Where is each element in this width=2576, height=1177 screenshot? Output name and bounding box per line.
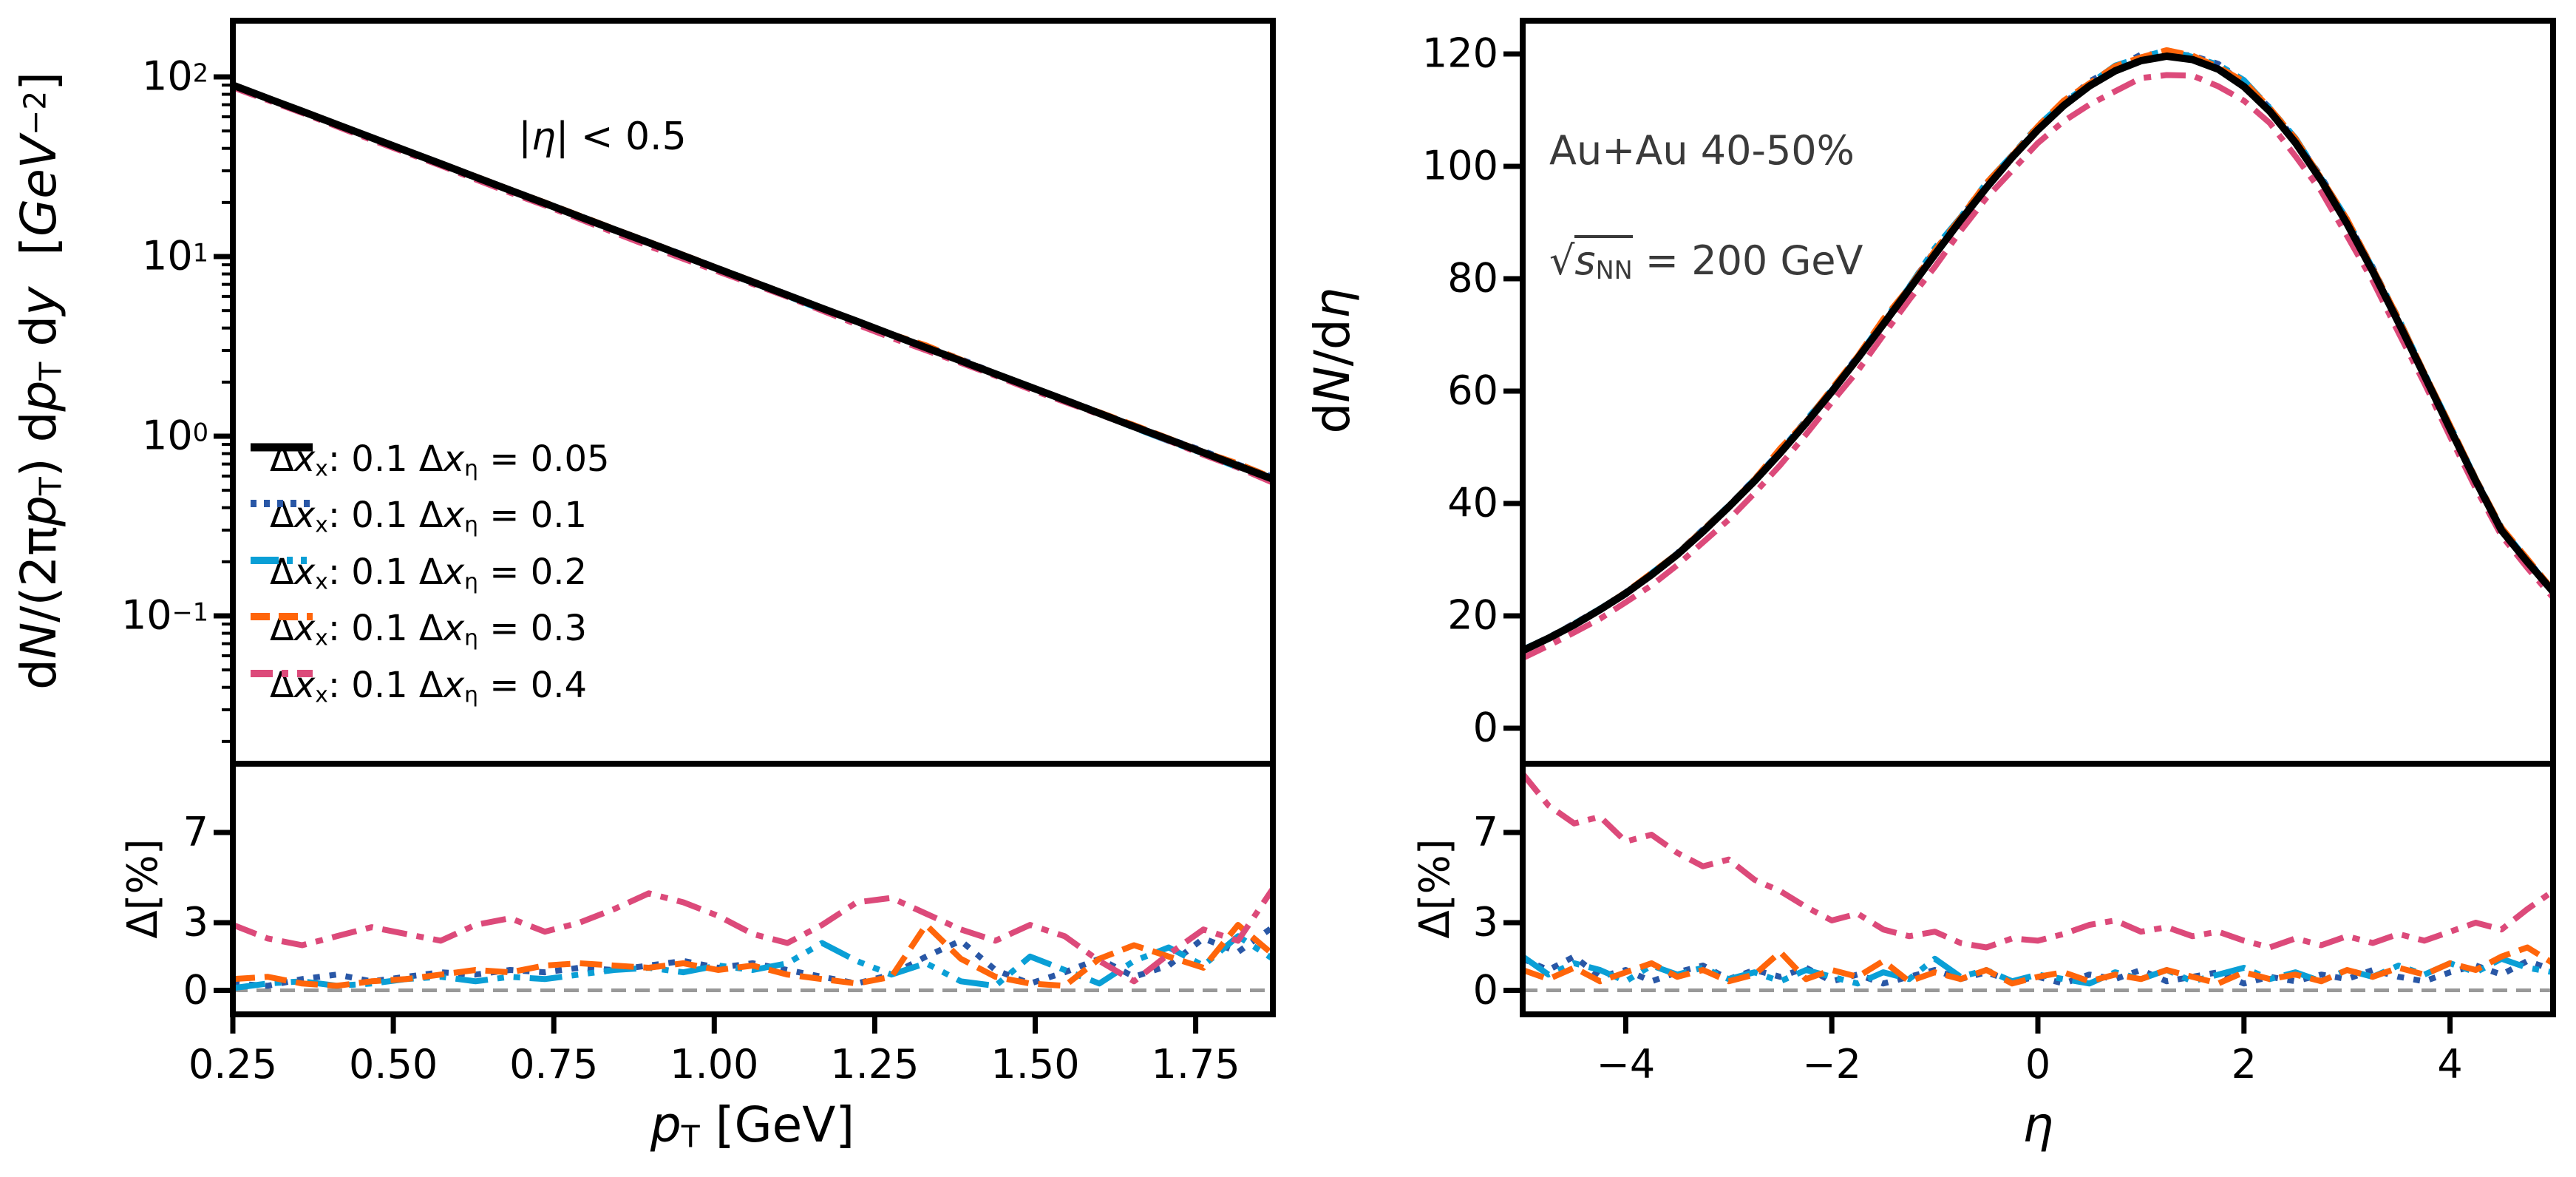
- legend-line-sample: [251, 613, 313, 620]
- legend-entry: Δxx: 0.1 Δxη = 0.2: [249, 551, 588, 595]
- series-line-eta-4: [1523, 72, 2553, 661]
- y-tick-label: 120: [1421, 30, 1498, 77]
- energy-annotation: √sNN = 200 GeV: [1549, 235, 1863, 283]
- x-tick-label: −4: [1596, 1041, 1656, 1088]
- y-tick-label: 10−1: [120, 591, 208, 639]
- y-tick-label: 40: [1447, 479, 1498, 526]
- y-tick-label: 80: [1447, 254, 1498, 302]
- x-tick-label: 1.50: [990, 1041, 1080, 1088]
- legend-line-sample: [251, 443, 313, 452]
- y-tick-label: 60: [1447, 367, 1498, 414]
- left-ratio-panel-border: [230, 761, 1276, 1017]
- x-tick-label: 0.50: [348, 1041, 438, 1088]
- ratio-y-tick-label: 0: [183, 966, 208, 1014]
- legend-entry-label: Δxx: 0.1 Δxη = 0.3: [270, 607, 588, 651]
- ratio-y-tick-label: 7: [1472, 808, 1498, 855]
- collision-system-annotation: Au+Au 40-50%: [1549, 127, 1855, 174]
- ratio-line-pt-4: [233, 887, 1273, 985]
- y-tick-label: 100: [141, 412, 208, 459]
- y-tick-label: 101: [141, 232, 208, 279]
- legend-entry-label: Δxx: 0.1 Δxη = 0.05: [270, 438, 610, 482]
- x-tick-label: 1.25: [830, 1041, 920, 1088]
- y-tick-label: 100: [1421, 142, 1498, 189]
- ratio-line-eta-3: [1523, 944, 2553, 987]
- x-tick-label: 1.75: [1151, 1041, 1240, 1088]
- left-eta-cut-annotation: |η| < 0.5: [518, 115, 687, 159]
- left-xlabel: pT [GeV]: [650, 1096, 855, 1155]
- legend-entry-label: Δxx: 0.1 Δxη = 0.1: [270, 494, 588, 538]
- legend-entry-label: Δxx: 0.1 Δxη = 0.4: [270, 664, 588, 708]
- ratio-line-eta-4: [1523, 772, 2553, 951]
- x-tick-label: 0.25: [188, 1041, 278, 1088]
- ratio-y-tick-label: 0: [1472, 966, 1498, 1014]
- x-tick-label: 2: [2231, 1041, 2257, 1088]
- ratio-y-tick-label: 3: [1472, 898, 1498, 946]
- ratio-y-tick-label: 7: [183, 808, 208, 855]
- x-tick-label: 1.00: [670, 1041, 759, 1088]
- x-tick-label: 4: [2437, 1041, 2463, 1088]
- series-line-eta-0: [1523, 52, 2553, 655]
- x-tick-label: 0: [2025, 1041, 2051, 1088]
- legend-entry-label: Δxx: 0.1 Δxη = 0.2: [270, 551, 588, 595]
- legend-line-sample: [251, 500, 313, 507]
- y-tick-label: 20: [1447, 591, 1498, 639]
- x-tick-label: 0.75: [509, 1041, 599, 1088]
- legend-entry: Δxx: 0.1 Δxη = 0.1: [249, 494, 588, 538]
- right-xlabel: η: [2022, 1096, 2053, 1153]
- series-line-pt-0: [233, 81, 1273, 483]
- ratio-line-pt-1: [233, 924, 1273, 989]
- legend-entry: Δxx: 0.1 Δxη = 0.05: [249, 438, 610, 482]
- x-tick-label: −2: [1802, 1041, 1861, 1088]
- legend-entry: Δxx: 0.1 Δxη = 0.4: [249, 664, 588, 708]
- legend-entry: Δxx: 0.1 Δxη = 0.3: [249, 607, 588, 651]
- ratio-line-pt-3: [233, 922, 1273, 989]
- legend-line-sample: [251, 670, 313, 677]
- legend-line-sample: [251, 557, 313, 564]
- y-tick-label: 102: [141, 52, 208, 100]
- ratio-y-tick-label: 3: [183, 898, 208, 946]
- y-tick-label: 0: [1472, 704, 1498, 751]
